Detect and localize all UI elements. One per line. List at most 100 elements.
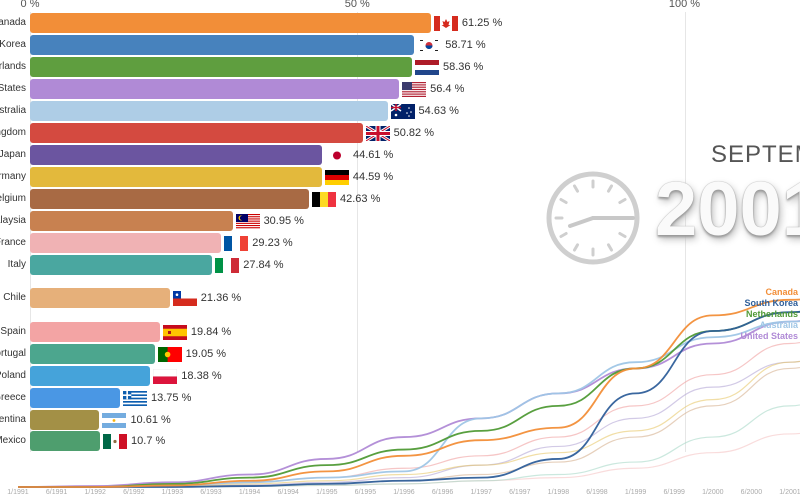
clock-icon xyxy=(546,171,640,265)
bar-label: Belgium xyxy=(0,193,26,204)
bar xyxy=(30,388,120,408)
line-x-tick-label: 1/1992 xyxy=(84,489,106,496)
line-x-tick-label: 1/1997 xyxy=(470,489,492,496)
bar xyxy=(30,123,363,143)
line-x-tick-label: 1/1993 xyxy=(161,489,184,496)
line-x-tick-label: 1/1994 xyxy=(238,489,261,496)
clock-tick xyxy=(559,232,568,238)
bar-row-united-kingdom: United Kingdom 50.82 % xyxy=(0,123,800,143)
bar-row-greece: Greece 13.75 % xyxy=(0,388,800,408)
greece-flag-icon xyxy=(122,391,147,406)
mexico-flag-icon xyxy=(103,434,128,449)
line-x-tick-label: 6/2000 xyxy=(740,489,763,496)
line-label-united-states: United States xyxy=(740,331,798,341)
line-label-canada: Canada xyxy=(765,287,798,297)
spain-flag-icon xyxy=(162,325,187,340)
clock-tick xyxy=(573,184,579,193)
bar xyxy=(30,431,101,451)
united-kingdom-flag-icon xyxy=(364,124,391,143)
line-x-tick-label: 6/1994 xyxy=(277,489,299,496)
x-tick-label: 0 % xyxy=(20,0,40,10)
bar-value-label: 50.82 % xyxy=(393,127,434,139)
bar xyxy=(30,211,233,231)
x-tick-label: 100 % xyxy=(668,0,701,10)
bar-label: Chile xyxy=(3,292,26,303)
bar-value-label: 42.63 % xyxy=(340,193,381,205)
bar xyxy=(30,255,213,275)
clock-tick xyxy=(618,232,627,238)
bar-value-label: 18.38 % xyxy=(181,370,222,382)
poland-flag-icon xyxy=(153,368,178,384)
line-label-australia: Australia xyxy=(759,320,798,330)
bar-label: Portugal xyxy=(0,348,26,359)
south-korea-flag-icon xyxy=(417,38,442,53)
line-x-tick-label: 1/1996 xyxy=(393,489,415,496)
netherlands-flag-icon xyxy=(414,60,439,75)
chile-flag-icon xyxy=(172,291,197,306)
bar-value-label: 21.36 % xyxy=(200,292,242,304)
bar-row-united-states: United States 56.4 % xyxy=(0,79,800,99)
bar-value-label: 10.7 % xyxy=(131,435,166,447)
bar-value-label: 10.61 % xyxy=(130,414,171,426)
line-x-tick-label: 6/1996 xyxy=(431,489,454,496)
bar xyxy=(30,145,322,165)
bar-value-label: 61.25 % xyxy=(461,17,503,29)
x-tick-label: 50 % xyxy=(344,0,370,10)
bar-row-spain: Spain 19.84 % xyxy=(0,322,800,342)
clock-tick xyxy=(573,243,579,252)
bar xyxy=(30,57,412,77)
gridline xyxy=(357,12,359,452)
bar-value-label: 58.36 % xyxy=(442,61,484,73)
line-x-tick-label: 6/1992 xyxy=(123,489,145,496)
united-states-flag-icon xyxy=(402,82,427,97)
bar xyxy=(30,35,415,55)
bar-value-label: 44.59 % xyxy=(352,171,394,183)
gridline xyxy=(684,12,686,452)
bar-label: Mexico xyxy=(0,435,26,446)
line-series-south-korea xyxy=(17,310,800,488)
bar-label: United States xyxy=(0,83,26,94)
bar xyxy=(30,13,431,33)
bar-label: Poland xyxy=(0,370,26,381)
gridline xyxy=(30,12,31,452)
clock-tick xyxy=(607,184,613,193)
line-x-tick-label: 1/2000 xyxy=(702,489,724,496)
bar-value-label: 58.71 % xyxy=(445,39,486,51)
bar-label: Japan xyxy=(0,149,26,160)
line-label-south-korea: South Korea xyxy=(744,298,798,308)
bar-value-label: 56.4 % xyxy=(430,83,465,95)
bar-label: Argentina xyxy=(0,414,26,425)
italy-flag-icon xyxy=(215,258,240,273)
line-series-canada xyxy=(17,298,800,488)
bar-row-malaysia: Malaysia 30.95 % xyxy=(0,211,800,231)
bar xyxy=(30,344,155,364)
bar-row-belgium: Belgium 42.63 % xyxy=(0,189,800,209)
bar-label: Canada xyxy=(0,17,26,28)
bar xyxy=(30,189,309,209)
bar-row-mexico: Mexico 10.7 % xyxy=(0,431,800,451)
bar-label: Germany xyxy=(0,171,26,182)
line-x-tick-label: 6/1993 xyxy=(200,489,222,496)
line-x-tick-label: 6/1998 xyxy=(586,489,608,496)
canada-flag-icon xyxy=(433,16,458,31)
bar xyxy=(30,288,170,308)
bar-row-chile: Chile 21.36 % xyxy=(0,288,800,308)
line-x-tick-label: 6/1999 xyxy=(663,489,685,496)
line-x-tick-label: 1/1998 xyxy=(547,489,570,496)
australia-flag-icon xyxy=(390,103,415,119)
bar-row-portugal: Portugal 19.05 % xyxy=(0,344,800,364)
bar-label: France xyxy=(0,237,26,248)
line-x-tick-label: 1/1999 xyxy=(624,489,647,496)
line-x-tick-label: 1/1995 xyxy=(316,489,338,496)
bar-value-label: 29.23 % xyxy=(252,237,293,249)
bar-row-france: France 29.23 % xyxy=(0,233,800,253)
line-x-tick-label: 6/1991 xyxy=(45,489,68,496)
bar-value-label: 30.95 % xyxy=(263,215,304,227)
bar xyxy=(30,101,388,121)
bar xyxy=(30,366,151,386)
belgium-flag-icon xyxy=(312,192,336,207)
germany-flag-icon xyxy=(324,170,349,185)
bar-value-label: 44.61 % xyxy=(352,149,394,161)
bar xyxy=(30,322,160,342)
